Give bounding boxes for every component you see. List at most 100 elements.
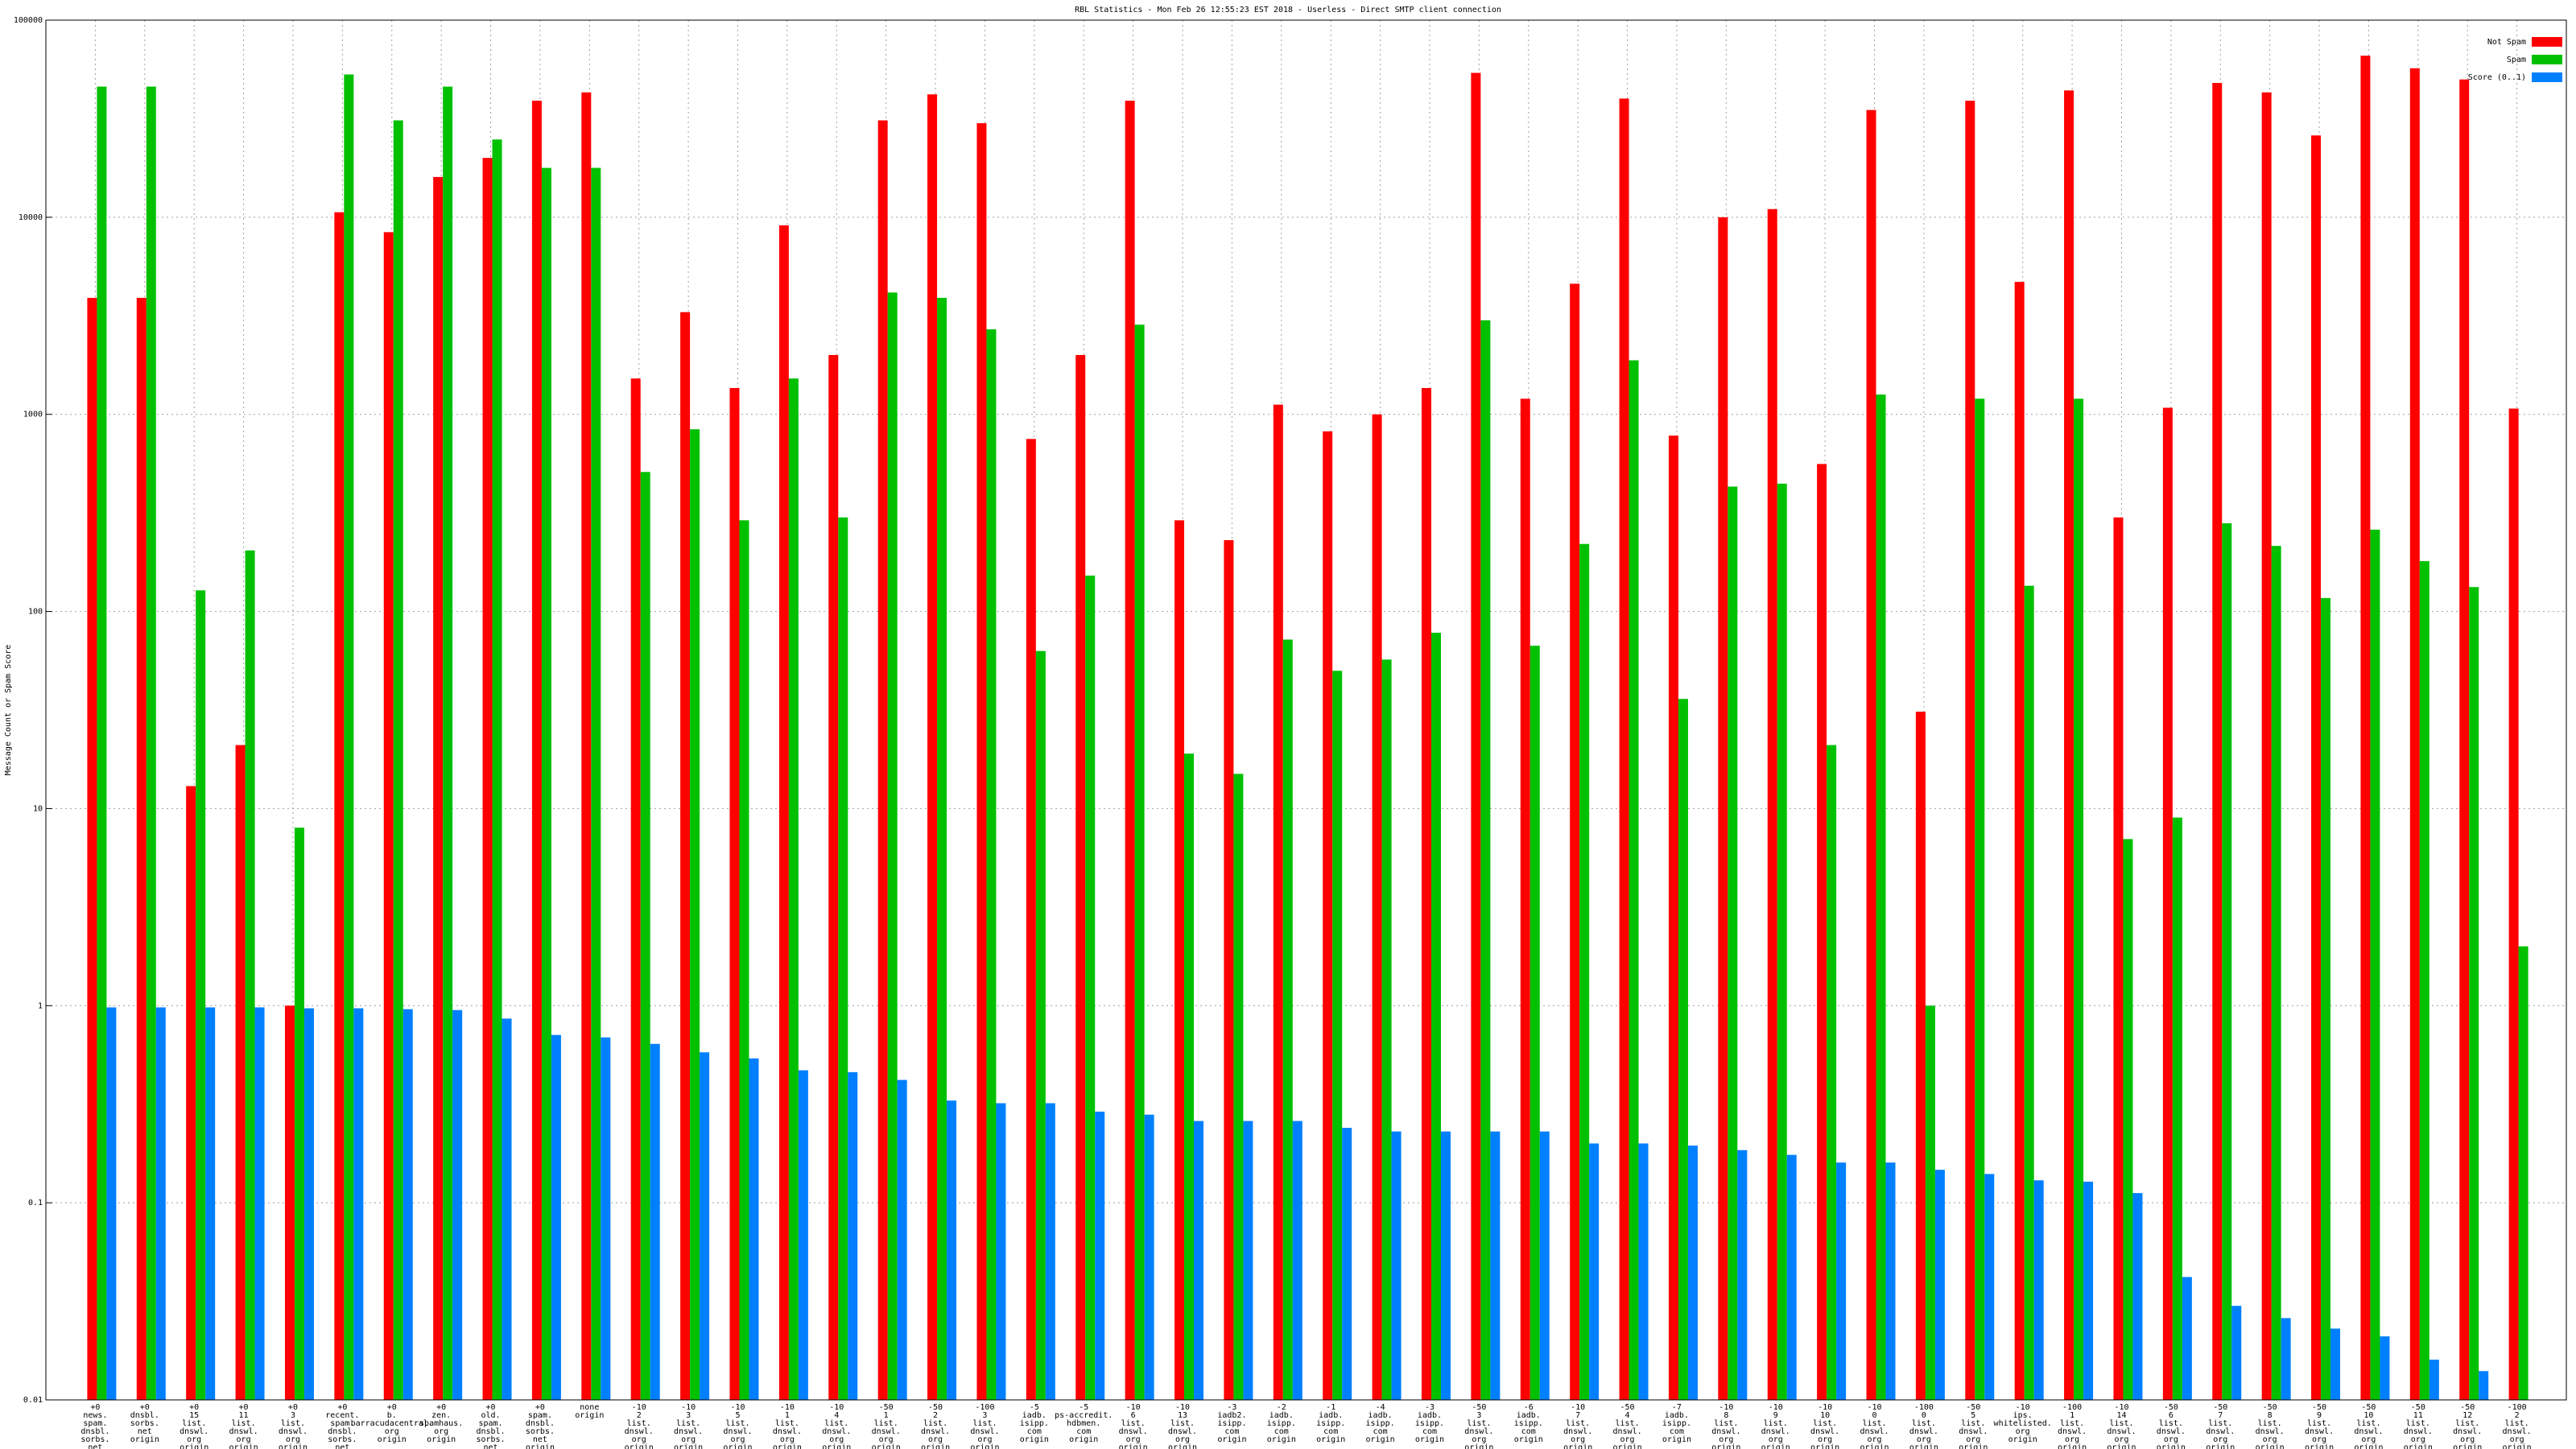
x-tick-label: -10: [2016, 1403, 2030, 1412]
x-tick-label: origin: [2354, 1443, 2383, 1449]
x-tick-label: -50: [2213, 1403, 2227, 1412]
x-tick-label: origin: [1612, 1443, 1641, 1449]
x-tick-label: org: [2016, 1427, 2030, 1436]
bar: [2360, 56, 2371, 1401]
bar: [1224, 539, 1234, 1400]
y-tick-label: 1: [38, 1001, 43, 1010]
x-tick-label: -50: [2164, 1403, 2178, 1412]
x-tick-label: dnsbl.: [130, 1411, 159, 1420]
x-tick-label: -10: [1571, 1403, 1585, 1412]
bar: [2271, 546, 2281, 1400]
x-tick-label: origin: [2503, 1443, 2532, 1449]
x-tick-label: list.: [2406, 1419, 2430, 1428]
x-tick-label: dnswl.: [2404, 1427, 2433, 1436]
x-tick-label: 4: [834, 1411, 839, 1420]
x-tick-label: isipp.: [1514, 1419, 1543, 1428]
bar: [1085, 576, 1096, 1400]
x-tick-label: whitelisted.: [1994, 1419, 2052, 1428]
x-tick-label: 11: [2413, 1411, 2423, 1420]
x-tick-label: recent.: [325, 1411, 359, 1420]
x-tick-label: org: [2065, 1435, 2079, 1444]
bar: [2469, 587, 2479, 1400]
bar: [848, 1071, 858, 1400]
x-tick-label: org: [2411, 1435, 2425, 1444]
x-tick-label: -10: [1818, 1403, 1832, 1412]
x-tick-label: list.: [2258, 1419, 2282, 1428]
x-tick-label: 10: [1820, 1411, 1830, 1420]
x-tick-label: origin: [1020, 1435, 1049, 1444]
x-tick-label: -10: [1175, 1403, 1190, 1412]
bar: [284, 1005, 295, 1400]
x-tick-label: origin: [2008, 1435, 2037, 1444]
x-tick-label: origin: [1909, 1443, 1938, 1449]
x-tick-label: dnswl.: [2206, 1427, 2235, 1436]
x-tick-label: list.: [2159, 1419, 2183, 1428]
x-tick-label: origin: [1761, 1443, 1790, 1449]
x-tick-label: origin: [1069, 1435, 1098, 1444]
x-tick-label: -10: [1769, 1403, 1783, 1412]
bar: [581, 92, 592, 1401]
x-tick-label: origin: [1711, 1443, 1740, 1449]
x-tick-label: dnswl.: [1909, 1427, 1938, 1436]
x-tick-label: +0: [535, 1403, 545, 1412]
bar: [887, 292, 898, 1400]
bar: [937, 297, 947, 1400]
x-tick-label: origin: [1860, 1443, 1889, 1449]
bar: [1678, 699, 1688, 1400]
bar: [700, 1052, 710, 1400]
bar: [2132, 1193, 2143, 1400]
x-tick-label: dnswl.: [2503, 1427, 2532, 1436]
x-tick-label: com: [1224, 1427, 1239, 1436]
x-tick-label: org: [2460, 1435, 2475, 1444]
bar: [245, 550, 255, 1400]
x-tick-label: list.: [2505, 1419, 2529, 1428]
bar: [492, 139, 502, 1400]
x-tick-label: origin: [2305, 1443, 2334, 1449]
bar: [640, 472, 650, 1400]
bar: [778, 225, 789, 1401]
x-tick-label: +0: [337, 1403, 347, 1412]
bar: [1273, 404, 1283, 1401]
x-tick-label: dnswl.: [723, 1427, 752, 1436]
x-tick-label: com: [1027, 1427, 1042, 1436]
x-tick-label: dnswl.: [2354, 1427, 2383, 1436]
x-tick-label: list.: [1912, 1419, 1936, 1428]
bar: [1480, 320, 1491, 1401]
bar: [1530, 646, 1540, 1400]
bar: [2330, 1328, 2341, 1400]
x-tick-label: -10: [1126, 1403, 1141, 1412]
bar: [2123, 839, 2133, 1400]
x-tick-label: origin: [2157, 1443, 2186, 1449]
x-tick-label: isipp.: [1316, 1419, 1345, 1428]
x-tick-label: 7: [1575, 1411, 1580, 1420]
x-tick-label: dnswl.: [674, 1427, 703, 1436]
x-tick-label: 3: [686, 1411, 691, 1420]
x-tick-label: origin: [2453, 1443, 2482, 1449]
x-tick-label: list.: [182, 1419, 206, 1428]
bar: [1570, 283, 1580, 1400]
x-tick-label: dnsbl.: [476, 1427, 505, 1436]
bar: [402, 1009, 413, 1400]
x-tick-label: 6: [2169, 1411, 2174, 1420]
bar: [927, 94, 938, 1400]
bar: [1777, 483, 1787, 1400]
bar: [1095, 1111, 1105, 1400]
y-tick-label: 100: [28, 608, 43, 617]
x-tick-label: isipp.: [1415, 1419, 1444, 1428]
x-tick-label: spam.: [478, 1419, 502, 1428]
x-tick-label: dnswl.: [1761, 1427, 1790, 1436]
x-tick-label: org: [1175, 1435, 1190, 1444]
x-tick-label: origin: [1514, 1435, 1543, 1444]
bar: [2024, 585, 2034, 1400]
bar: [393, 120, 403, 1401]
bar: [433, 176, 444, 1400]
x-tick-label: 13: [1178, 1411, 1187, 1420]
x-tick-label: origin: [723, 1443, 752, 1449]
bar: [897, 1080, 907, 1400]
bar: [303, 1008, 314, 1400]
x-tick-label: origin: [427, 1435, 456, 1444]
x-tick-label: list.: [2208, 1419, 2232, 1428]
legend-label: Score (0..1): [2468, 73, 2526, 82]
x-tick-label: spamhaus.: [419, 1419, 463, 1428]
x-tick-label: spam.: [83, 1419, 107, 1428]
